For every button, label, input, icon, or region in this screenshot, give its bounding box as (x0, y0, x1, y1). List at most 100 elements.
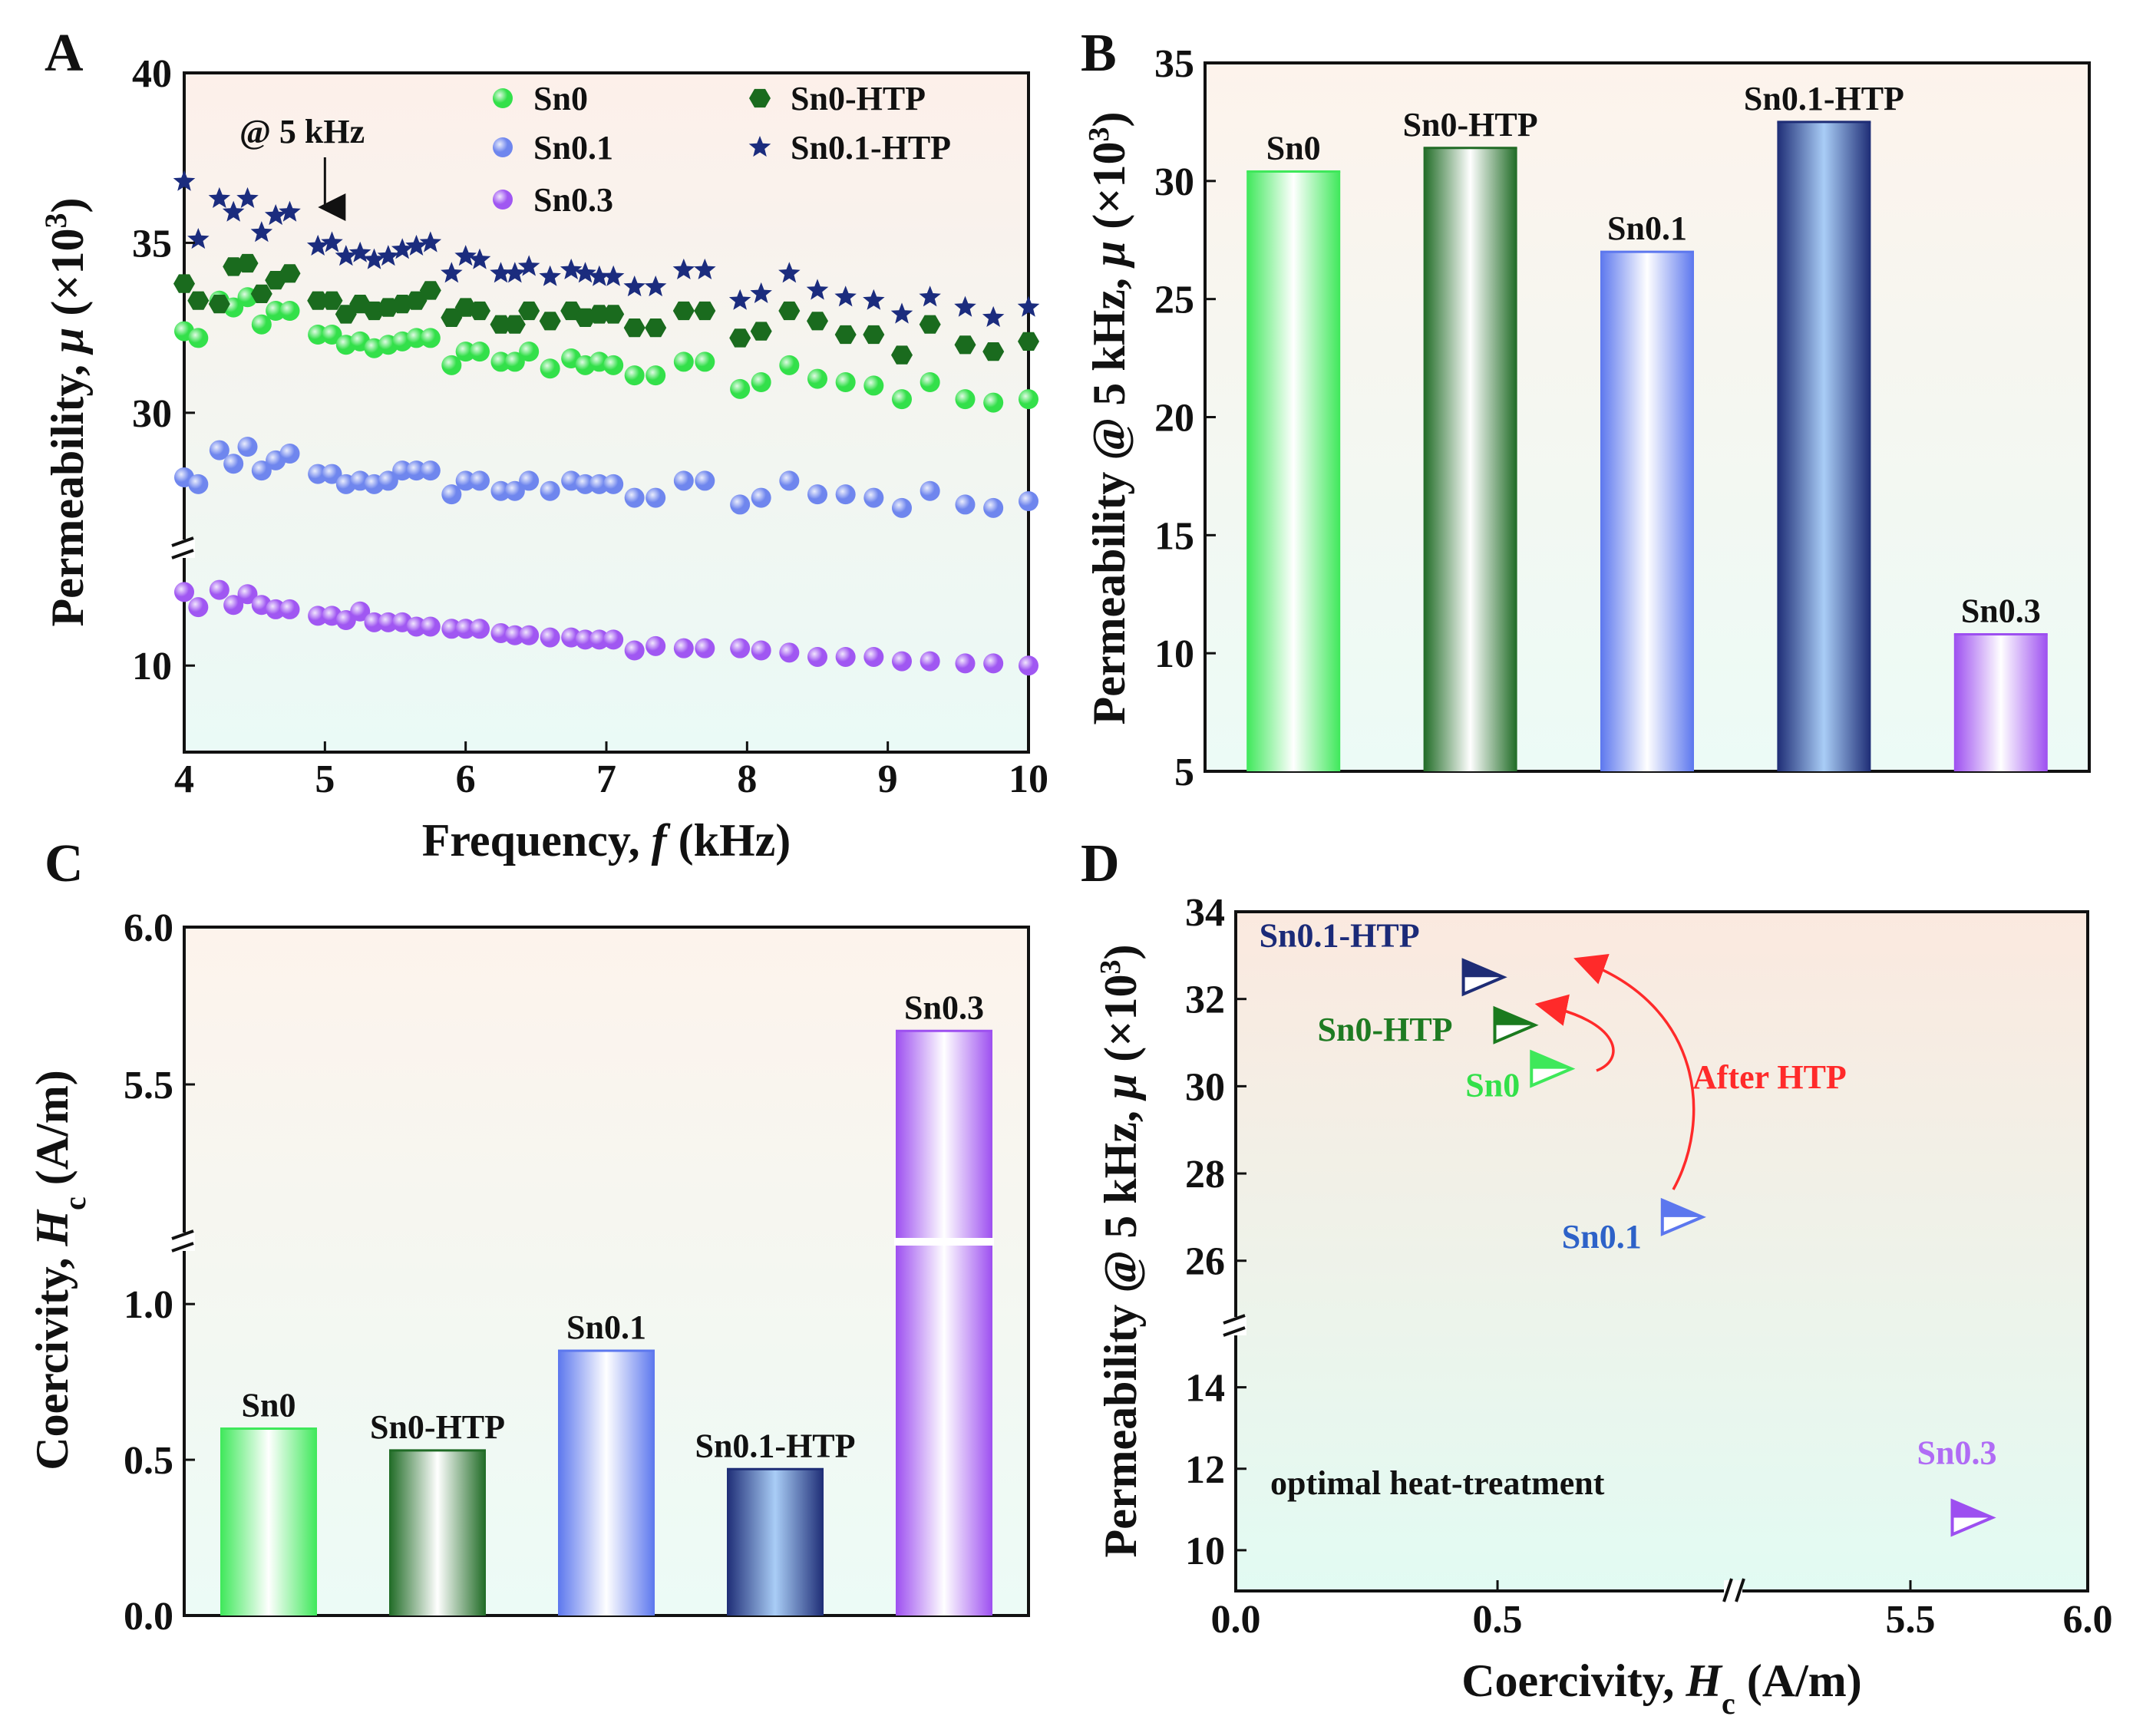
panel-a-point-Sn0-HTP (603, 305, 625, 324)
panel-label-d: D (1081, 834, 1120, 893)
panel-a-point-Sn0-HTP (834, 325, 857, 345)
panel-a-point-Sn0.1-HTP (644, 276, 667, 297)
panel-a-legend: Sn0 Sn0.1 Sn0.3 Sn0-HTP Sn0.1-HTP (493, 80, 951, 219)
panel-a-point-Sn0-HTP (419, 281, 441, 300)
panel-a-point-Sn0.1 (455, 470, 476, 491)
panel-a-point-Sn0.3 (188, 597, 209, 618)
panel-d-note: optimal heat-treatment (1270, 1464, 1605, 1502)
panel-a-point-Sn0 (455, 342, 476, 362)
panel-a-point-Sn0 (251, 314, 272, 335)
panel-a-point-Sn0 (695, 351, 715, 372)
panel-b-bar-label-Sn0.1: Sn0.1 (1607, 210, 1687, 247)
panel-a-point-Sn0.1-HTP (1017, 295, 1040, 317)
panel-c-y-tick-label: 0.0 (124, 1595, 173, 1639)
panel-a-legend-marker-Sn0-HTP (749, 88, 771, 108)
panel-a-point-Sn0.1 (209, 440, 229, 460)
panel-a-point-Sn0-HTP (539, 312, 561, 331)
panel-a-point-Sn0-HTP (441, 308, 463, 327)
panel-a-point-Sn0.1 (575, 474, 596, 494)
panel-a-point-Sn0.1 (624, 487, 645, 508)
panel-b-y-tick-label: 15 (1154, 514, 1194, 558)
panel-a-point-Sn0-HTP (307, 291, 329, 310)
panel-a-point-Sn0.1 (751, 487, 771, 508)
panel-a-point-Sn0.1-HTP (834, 285, 857, 307)
panel-a-point-Sn0.3 (364, 612, 385, 632)
panel-a-point-Sn0.3 (920, 651, 940, 672)
panel-d-x-tick-label: 0.0 (1211, 1598, 1261, 1642)
panel-a-point-Sn0-HTP (863, 325, 885, 345)
panel-a-point-Sn0.3 (955, 653, 976, 674)
panel-a-point-Sn0.3 (420, 616, 441, 637)
panel-d-x-label: Coercivity, Hc (A/m) (1461, 1655, 1862, 1721)
panel-a-x-tick-label: 10 (1009, 757, 1048, 801)
panel-b-y-tick-label: 5 (1174, 751, 1194, 794)
panel-a-point-Sn0 (673, 351, 694, 372)
panel-a-series-Sn0 (174, 287, 1038, 413)
panel-a-point-Sn0.1-HTP (391, 238, 414, 259)
panel-a-point-Sn0 (751, 372, 771, 392)
panel-a-point-Sn0-HTP (672, 301, 695, 321)
panel-a-point-Sn0.1-HTP (279, 200, 301, 222)
panel-a-point-Sn0.1 (603, 474, 624, 494)
panel-a-point-Sn0.1-HTP (468, 248, 491, 269)
panel-b-bar-Sn0 (1246, 171, 1341, 771)
panel-d-point-label-Sn0-HTP: Sn0-HTP (1318, 1011, 1453, 1048)
panel-d-y-tick-label: 12 (1185, 1448, 1225, 1492)
panel-a-series-Sn0.1-HTP (173, 170, 1040, 327)
panel-a-point-Sn0-HTP (518, 301, 540, 321)
panel-a-point-Sn0.1 (490, 480, 511, 501)
panel-a-point-Sn0.3 (695, 638, 715, 658)
panel-c-bar-label-Sn0: Sn0 (242, 1387, 296, 1424)
panel-a-x-tick-label: 4 (174, 757, 194, 801)
panel-a-point-Sn0-HTP (778, 301, 801, 321)
panel-c-y-label: Coercivity, Hc (A/m) (27, 1070, 92, 1470)
panel-a-point-Sn0-HTP (729, 328, 751, 348)
panel-a-point-Sn0-HTP (891, 345, 913, 365)
panel-a-point-Sn0.3 (540, 627, 560, 648)
panel-a-series-Sn0.3 (174, 579, 1038, 676)
panel-a-point-Sn0.1-HTP (623, 276, 646, 297)
panel-a-point-Sn0-HTP (1018, 332, 1039, 351)
panel-a-point-Sn0.1-HTP (539, 265, 561, 286)
panel-d-point-Sn0-HTP (1493, 1005, 1539, 1045)
panel-a-point-Sn0.3 (350, 601, 371, 622)
panel-a-point-Sn0.1 (863, 487, 884, 508)
panel-a-point-Sn0.1 (1019, 491, 1038, 511)
panel-d-point-label-Sn0.3: Sn0.3 (1917, 1434, 1997, 1471)
panel-b-y-tick-label: 10 (1154, 632, 1194, 676)
panel-a-point-Sn0 (646, 365, 666, 386)
panel-a-x-tick-label: 7 (596, 757, 616, 801)
panel-a-point-Sn0-HTP (645, 318, 667, 338)
panel-a-point-Sn0.3 (624, 640, 645, 661)
panel-a-point-Sn0 (1019, 389, 1038, 410)
panel-a-point-Sn0.1-HTP (672, 258, 695, 279)
panel-a-point-Sn0-HTP (250, 284, 272, 303)
panel-d-y-axis-break (1223, 1314, 1246, 1337)
panel-a-point-Sn0.3 (603, 629, 624, 650)
panel-a-point-Sn0.3 (575, 629, 596, 650)
panel-a-point-Sn0.3 (266, 599, 286, 619)
panel-a-point-Sn0.1-HTP (363, 248, 385, 269)
panel-a-point-Sn0-HTP (954, 335, 976, 355)
panel-a-point-Sn0.1-HTP (187, 228, 210, 249)
panel-b-bar-Sn0.1-HTP (1777, 121, 1871, 771)
panel-a-legend-label-Sn0.1-HTP: Sn0.1-HTP (791, 129, 951, 167)
panel-a-point-Sn0.1-HTP (173, 170, 196, 191)
panel-a-point-Sn0 (730, 378, 751, 399)
panel-a-legend-marker-Sn0 (493, 88, 513, 108)
panel-a-point-Sn0-HTP (469, 301, 490, 321)
panel-a-point-Sn0.3 (378, 612, 398, 632)
panel-a-point-Sn0.3 (673, 638, 694, 658)
panel-a-point-Sn0.1 (237, 437, 258, 457)
panel-label-c: C (45, 834, 84, 893)
panel-b-y-tick-label: 25 (1154, 279, 1194, 322)
panel-d-y-tick-label: 30 (1185, 1065, 1225, 1109)
panel-d-y-tick-label: 34 (1185, 891, 1225, 935)
panel-a-point-Sn0-HTP (982, 342, 1005, 361)
panel-a-legend-label-Sn0.3: Sn0.3 (533, 181, 613, 219)
panel-a-point-Sn0.1-HTP (236, 186, 259, 208)
panel-a-point-Sn0.1-HTP (602, 265, 625, 286)
panel-a-point-Sn0.1 (519, 470, 540, 491)
panel-d-point-Sn0.1-HTP (1461, 958, 1507, 997)
panel-d-x-axis-break (1722, 1578, 1745, 1602)
